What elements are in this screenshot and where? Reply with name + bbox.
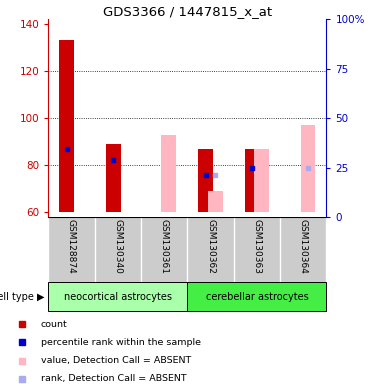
Bar <box>48 282 187 311</box>
Text: GSM130363: GSM130363 <box>252 219 262 274</box>
Bar <box>245 149 260 212</box>
Text: value, Detection Call = ABSENT: value, Detection Call = ABSENT <box>41 356 191 365</box>
Text: count: count <box>41 319 68 329</box>
Bar <box>208 191 223 212</box>
Bar <box>187 282 326 311</box>
Text: GSM130340: GSM130340 <box>113 219 122 274</box>
Text: GSM128874: GSM128874 <box>67 219 76 274</box>
Text: GSM130362: GSM130362 <box>206 219 215 274</box>
Text: GSM130364: GSM130364 <box>299 219 308 274</box>
Text: cerebellar astrocytes: cerebellar astrocytes <box>206 291 308 302</box>
Text: rank, Detection Call = ABSENT: rank, Detection Call = ABSENT <box>41 374 187 383</box>
Text: percentile rank within the sample: percentile rank within the sample <box>41 338 201 347</box>
Bar <box>301 125 315 212</box>
Title: GDS3366 / 1447815_x_at: GDS3366 / 1447815_x_at <box>103 5 272 18</box>
Text: cell type ▶: cell type ▶ <box>0 291 45 302</box>
Bar <box>254 149 269 212</box>
Bar <box>106 144 121 212</box>
Text: neocortical astrocytes: neocortical astrocytes <box>64 291 172 302</box>
Bar <box>161 134 176 212</box>
Text: GSM130361: GSM130361 <box>160 219 169 274</box>
Bar <box>198 149 213 212</box>
Bar <box>59 40 74 212</box>
